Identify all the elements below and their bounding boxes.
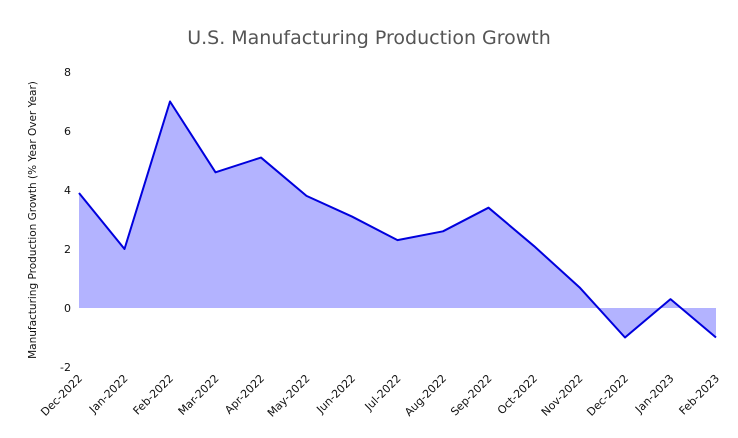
- x-tick-label: Oct-2022: [495, 372, 540, 417]
- x-tick-label: Dec-2022: [584, 372, 631, 419]
- plot-area: [78, 100, 717, 339]
- area-fill: [79, 101, 716, 338]
- x-tick-label: Jan-2023: [632, 372, 676, 416]
- x-tick-label: May-2022: [265, 372, 313, 420]
- chart-title: U.S. Manufacturing Production Growth: [187, 27, 551, 49]
- x-tick-label: Apr-2022: [222, 372, 267, 417]
- y-axis-ticks: -2 0 2 4 6 8: [60, 66, 71, 374]
- x-axis-ticks: Dec-2022 Jan-2022 Feb-2022 Mar-2022 Apr-2022…: [38, 372, 722, 420]
- x-tick-label: Nov-2022: [539, 372, 586, 419]
- x-tick-label: Feb-2022: [131, 372, 177, 418]
- y-tick-label: 4: [64, 184, 71, 197]
- x-tick-label: Feb-2023: [677, 372, 723, 418]
- y-tick-label: 0: [64, 302, 71, 315]
- y-tick-label: 2: [64, 243, 71, 256]
- x-tick-label: Jun-2022: [313, 372, 358, 417]
- x-tick-label: Sep-2022: [448, 372, 494, 418]
- x-tick-label: Jul-2022: [362, 372, 404, 414]
- x-tick-label: Jan-2022: [86, 372, 130, 416]
- x-tick-label: Aug-2022: [402, 372, 449, 419]
- x-tick-label: Dec-2022: [38, 372, 85, 419]
- x-tick-label: Mar-2022: [176, 372, 222, 418]
- y-tick-label: 8: [64, 66, 71, 79]
- y-tick-label: -2: [60, 361, 71, 374]
- y-tick-label: 6: [64, 125, 71, 138]
- y-axis-label: Manufacturing Production Growth (% Year …: [27, 81, 39, 359]
